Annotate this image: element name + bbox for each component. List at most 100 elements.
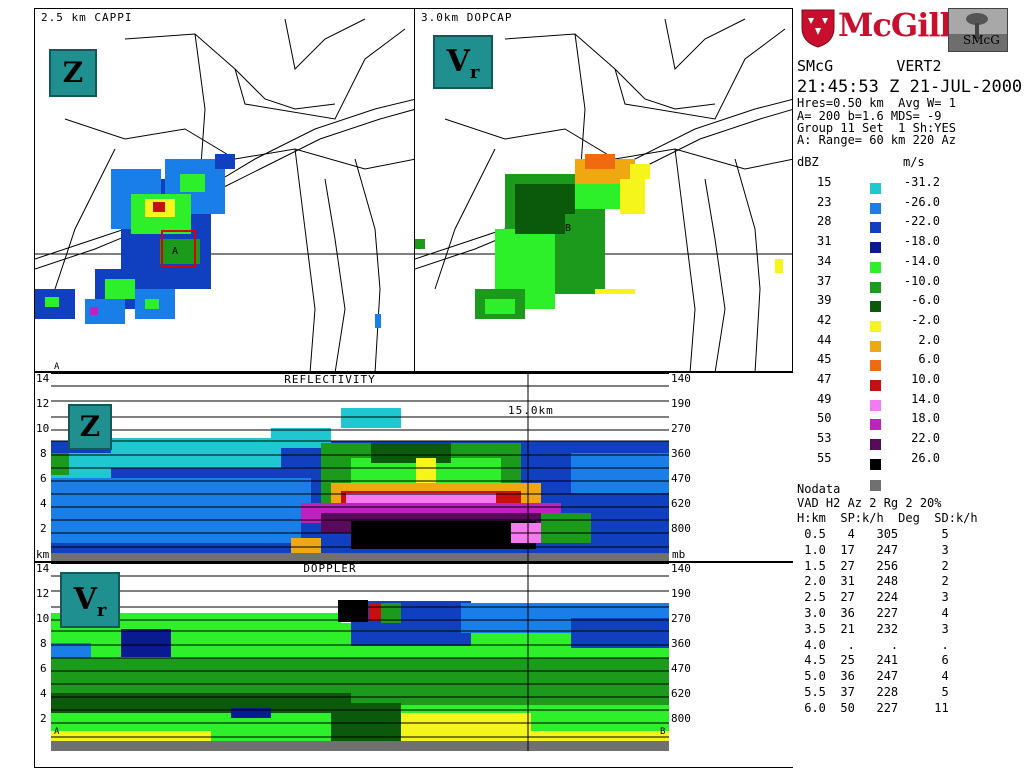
dop-tick-2: 2	[40, 712, 47, 725]
nodata-swatch	[870, 480, 881, 491]
dopcap-map: B	[415, 18, 792, 371]
vad-header: VAD H2 Az 2 Rg 2 20%	[797, 496, 942, 510]
vad-row: 4.0 . . .	[797, 637, 949, 652]
vr-badge-section: Vr	[60, 572, 120, 628]
legend-swatch	[870, 340, 881, 352]
legend-ms-value: -14.0	[903, 253, 940, 268]
legend-swatch	[870, 242, 881, 254]
legend-ms-value: -6.0	[911, 293, 940, 308]
legend-dbz-value: 45	[817, 352, 832, 367]
dop-mb-620: 620	[671, 687, 691, 700]
mcgill-logo-text: McGill	[838, 6, 952, 44]
legend-dbz-value: 39	[817, 293, 832, 308]
dopcap-panel[interactable]: B 3.0km DOPCAP Vr	[414, 8, 793, 372]
legend-dbz-value: 53	[817, 431, 832, 446]
range-marker: 15.0km	[508, 404, 554, 417]
legend-dbz-value: 31	[817, 234, 832, 249]
legend-ms-value: 10.0	[911, 372, 940, 386]
legend-dbz-value: 49	[817, 391, 832, 406]
refl-unit-km: km	[36, 548, 50, 561]
refl-mb-620: 620	[671, 497, 691, 510]
dop-mb-470: 470	[671, 662, 691, 675]
legend-swatch	[870, 261, 881, 273]
vad-row: 1.5 27 256 2	[797, 558, 949, 573]
legend-swatch	[870, 419, 881, 431]
refl-tick-10: 10	[36, 422, 50, 435]
legend-swatch	[870, 380, 881, 391]
dop-tick-4: 4	[40, 687, 47, 700]
legend-dbz-value: 42	[817, 312, 832, 327]
vad-row: 1.0 17 247 3	[797, 542, 949, 557]
refl-unit-mb: mb	[672, 548, 686, 561]
info-sidebar: McGill SMcG	[796, 0, 1024, 768]
dopcap-title: 3.0km DOPCAP	[421, 11, 513, 24]
cappi-panel[interactable]: A 2.5 km CAPPI Z	[34, 8, 415, 372]
legend-dbz-value: 15	[817, 175, 832, 189]
dop-mb-140: 140	[671, 562, 691, 575]
legend-dbz-value: 55	[817, 450, 832, 465]
refl-tick-4: 4	[40, 497, 47, 510]
legend-swatch	[870, 202, 881, 214]
info-line-range: A: Range= 60 km 220 Az	[797, 133, 956, 147]
legend-ms-value: 18.0	[911, 411, 940, 426]
refl-mb-270: 270	[671, 422, 691, 435]
reflectivity-title: REFLECTIVITY	[284, 373, 376, 386]
dop-tick-12: 12	[36, 587, 50, 600]
info-line-time: 21:45:53 Z 21-JUL-2000	[797, 77, 1023, 97]
dop-corner-b: B	[660, 727, 666, 737]
refl-corner-a: A	[54, 362, 60, 372]
legend-dbz-value: 44	[817, 332, 832, 347]
legend-ms-value: -26.0	[903, 194, 940, 209]
refl-tick-14: 14	[36, 372, 50, 385]
legend-swatch	[870, 458, 881, 470]
legend-dbz-value: 34	[817, 253, 832, 268]
radar-tower-icon	[949, 9, 1007, 51]
legend-ms-value: 14.0	[911, 391, 940, 406]
vad-row: 2.0 31 248 2	[797, 574, 949, 589]
refl-tick-6: 6	[40, 472, 47, 485]
legend-header-ms: m/s	[903, 155, 925, 169]
legend-header-dbz: dBZ	[797, 155, 819, 169]
dop-tick-10: 10	[36, 612, 50, 625]
vad-row: 0.5 4 305 5	[797, 527, 949, 541]
refl-tick-2: 2	[40, 522, 47, 535]
legend-dbz-value: 37	[817, 273, 832, 288]
z-badge-top: Z	[49, 49, 97, 97]
legend-dbz-value: 23	[817, 194, 832, 209]
legend-dbz-value: 28	[817, 214, 832, 229]
vad-row: 5.0 36 247 4	[797, 669, 949, 684]
dop-tick-6: 6	[40, 662, 47, 675]
legend-swatch	[870, 281, 881, 293]
legend-swatch	[870, 320, 881, 332]
vr-badge-top: Vr	[433, 35, 493, 89]
refl-tick-12: 12	[36, 397, 50, 410]
svg-text:B: B	[565, 223, 571, 234]
cappi-map: A	[35, 18, 414, 371]
legend-swatch	[870, 399, 881, 411]
selection-box	[161, 230, 196, 267]
info-line-hres: Hres=0.50 km Avg W= 1	[797, 96, 956, 110]
vad-row: 4.5 25 241 6	[797, 653, 949, 668]
legend-swatch	[870, 183, 881, 194]
vad-row: 5.5 37 228 5	[797, 685, 949, 699]
reflectivity-section	[51, 373, 669, 561]
dop-tick-8: 8	[40, 637, 47, 650]
refl-mb-470: 470	[671, 472, 691, 485]
vad-row: 3.0 36 227 4	[797, 606, 949, 620]
vad-row: 6.0 50 227 11	[797, 700, 949, 715]
legend-swatch	[870, 360, 881, 372]
info-line-ab: A= 200 b=1.6 MDS= -9	[797, 109, 942, 123]
legend-swatch	[870, 439, 881, 451]
dop-tick-14: 14	[36, 562, 50, 575]
legend-ms-value: -2.0	[911, 312, 940, 327]
nodata-label: Nodata	[797, 482, 841, 496]
info-line-group: Group 11 Set 1 Sh:YES	[797, 121, 956, 135]
legend-ms-value: -18.0	[903, 234, 940, 249]
legend-dbz-value: 50	[817, 411, 832, 426]
legend-swatch	[870, 301, 881, 313]
vad-row: 2.5 27 224 3	[797, 590, 949, 605]
info-line-station: SMcG VERT2	[797, 57, 942, 75]
legend-ms-value: 22.0	[911, 431, 940, 446]
legend-ms-value: -31.2	[903, 175, 940, 189]
legend-ms-value: 6.0	[918, 352, 940, 367]
